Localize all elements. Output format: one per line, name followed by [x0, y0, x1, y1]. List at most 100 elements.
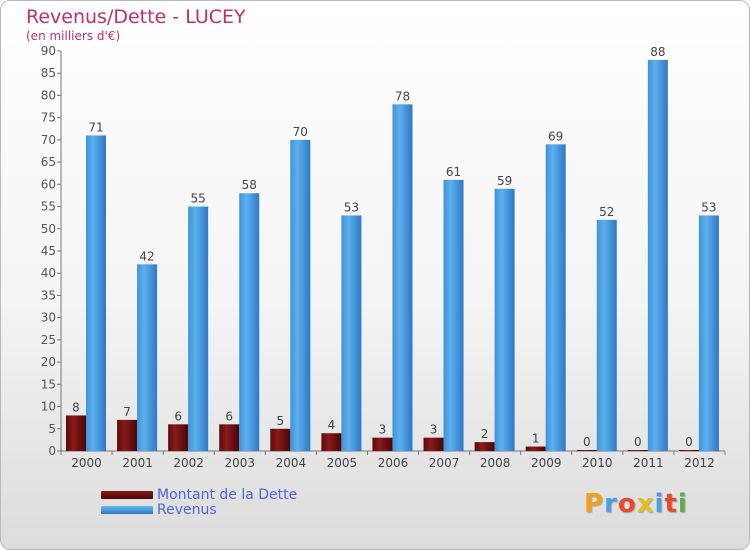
data-label-revenus: 69 [548, 129, 563, 143]
bar-dette [678, 450, 699, 451]
bar-dette [627, 450, 648, 451]
bar-revenus [290, 139, 311, 451]
bar-revenus [86, 135, 106, 451]
x-tick-label: 2004 [276, 456, 307, 470]
logo-letter: r [604, 489, 618, 519]
data-label-dette: 0 [583, 435, 591, 449]
data-label-dette: 6 [174, 409, 182, 423]
y-tick-label: 75 [41, 111, 56, 125]
data-label-dette: 2 [481, 427, 489, 441]
y-tick-label: 30 [41, 311, 56, 325]
y-tick-label: 50 [41, 222, 56, 236]
y-tick-label: 60 [41, 177, 56, 191]
data-label-dette: 3 [379, 423, 387, 437]
y-tick-label: 80 [41, 88, 56, 102]
bar-revenus [239, 193, 260, 451]
bar-dette [321, 433, 342, 451]
chart-subtitle: (en milliers d'€) [26, 29, 121, 43]
data-label-dette: 0 [685, 435, 693, 449]
legend: Montant de la Dette Revenus [101, 486, 298, 518]
data-label-revenus: 52 [599, 205, 614, 219]
bar-dette [117, 419, 138, 451]
data-label-dette: 8 [72, 400, 80, 414]
y-tick-label: 5 [48, 422, 56, 436]
y-tick-label: 55 [41, 200, 56, 214]
logo-letter: P [584, 489, 605, 519]
bar-revenus [443, 179, 464, 451]
x-tick-label: 2003 [224, 456, 255, 470]
y-tick-label: 40 [41, 266, 56, 280]
x-tick-label: 2008 [480, 456, 511, 470]
x-tick-label: 2009 [531, 456, 562, 470]
y-tick-label: 35 [41, 288, 56, 302]
y-tick-label: 65 [41, 155, 56, 169]
data-label-dette: 0 [634, 435, 642, 449]
x-tick-label: 2002 [173, 456, 204, 470]
bar-dette [474, 442, 495, 451]
bar-dette [525, 446, 546, 451]
proxiti-logo: Proxiti [584, 489, 688, 519]
y-tick-label: 15 [41, 377, 56, 391]
data-label-dette: 5 [276, 414, 284, 428]
legend-swatch-debt [101, 490, 153, 499]
x-tick-label: 2001 [122, 456, 153, 470]
logo-letter: i [654, 489, 665, 519]
data-label-revenus: 88 [650, 45, 665, 59]
legend-label-revenus: Revenus [157, 501, 217, 518]
data-label-revenus: 55 [191, 192, 206, 206]
y-tick-label: 20 [41, 355, 56, 369]
y-tick-label: 90 [41, 44, 56, 58]
y-tick-label: 70 [41, 133, 56, 147]
bar-dette [219, 424, 240, 451]
data-label-revenus: 59 [497, 174, 512, 188]
data-label-dette: 1 [532, 432, 540, 446]
bar-revenus [545, 144, 566, 452]
data-label-revenus: 58 [242, 178, 257, 192]
data-label-revenus: 42 [139, 249, 154, 263]
bar-dette [423, 437, 444, 451]
chart-title: Revenus/Dette - LUCEY [26, 6, 246, 28]
data-label-dette: 3 [430, 423, 438, 437]
legend-item-revenus: Revenus [101, 501, 297, 518]
bar-dette [372, 437, 393, 451]
y-tick-label: 45 [41, 244, 56, 258]
y-tick-label: 25 [41, 333, 56, 347]
data-label-revenus: 71 [88, 120, 103, 134]
legend-item-debt: Montant de la Dette [101, 486, 298, 503]
data-label-revenus: 70 [293, 125, 308, 139]
x-tick-label: 2005 [327, 456, 358, 470]
bar-revenus [647, 59, 668, 452]
logo-letter: o [617, 489, 637, 519]
data-label-dette: 7 [123, 405, 131, 419]
x-tick-label: 2007 [429, 456, 460, 470]
x-tick-label: 2012 [684, 456, 715, 470]
bar-revenus [341, 215, 362, 451]
x-tick-label: 2000 [71, 456, 102, 470]
data-label-revenus: 61 [446, 165, 461, 179]
logo-letter: i [677, 489, 688, 519]
bar-dette [576, 450, 597, 451]
bar-revenus [392, 104, 413, 451]
bar-revenus [137, 264, 158, 451]
data-label-revenus: 53 [701, 200, 716, 214]
bar-revenus [596, 219, 617, 451]
legend-label-debt: Montant de la Dette [157, 486, 298, 503]
x-tick-label: 2006 [378, 456, 409, 470]
data-label-dette: 4 [328, 418, 336, 432]
data-label-dette: 6 [225, 409, 233, 423]
bar-dette [270, 428, 291, 451]
y-tick-label: 0 [48, 444, 56, 458]
y-tick-label: 10 [41, 400, 56, 414]
bar-revenus [494, 188, 515, 451]
data-label-revenus: 78 [395, 89, 410, 103]
bar-dette [168, 424, 189, 451]
bar-revenus [188, 206, 209, 451]
data-label-revenus: 53 [344, 200, 359, 214]
logo-letter: x [636, 489, 655, 519]
logo-letter: t [664, 489, 678, 519]
x-tick-label: 2011 [633, 456, 664, 470]
bar-dette [66, 415, 86, 451]
x-tick-label: 2010 [582, 456, 613, 470]
